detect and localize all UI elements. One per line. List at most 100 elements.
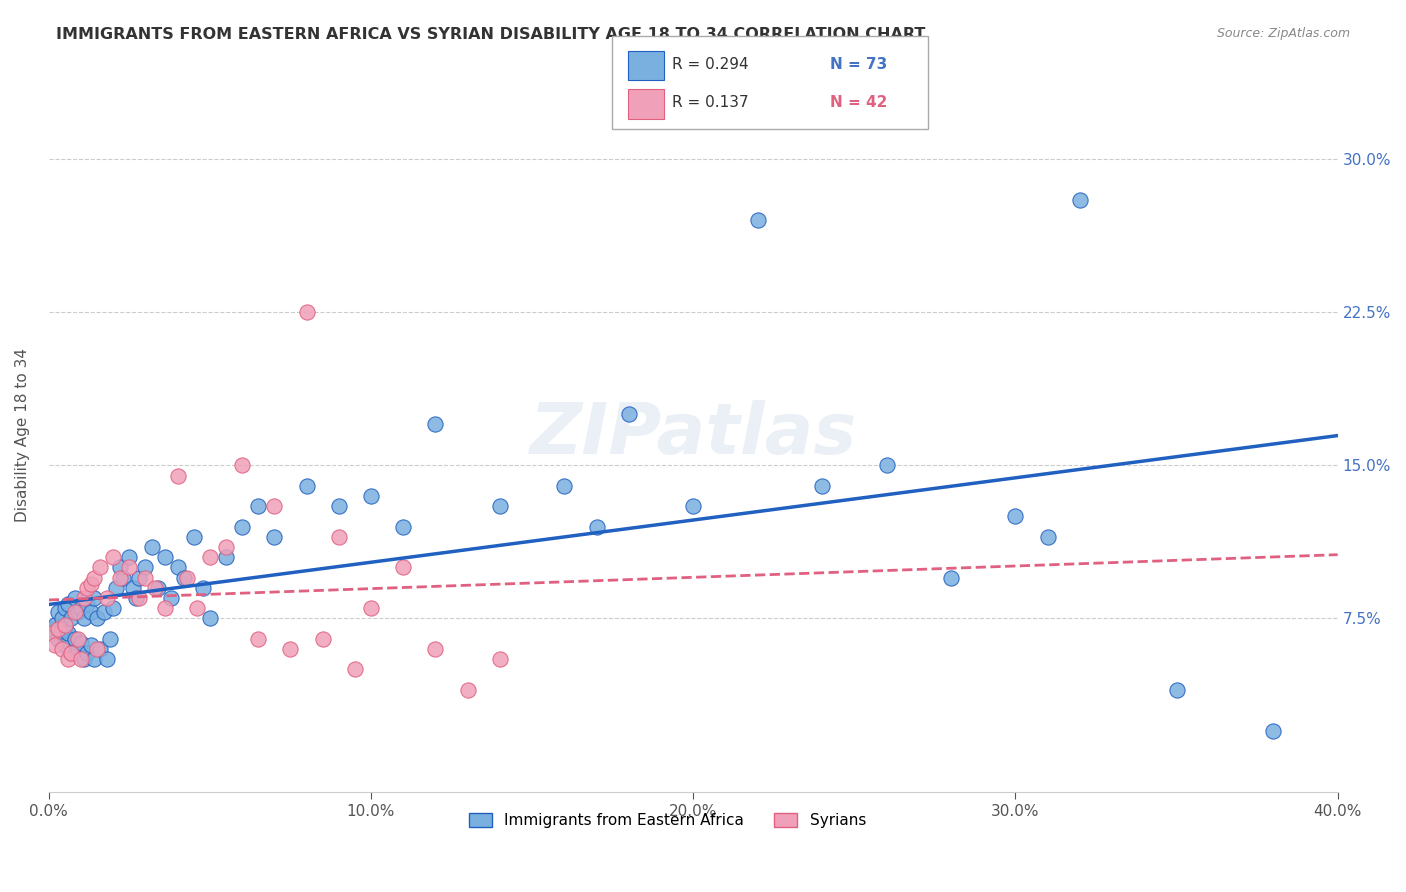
Point	[60, 646, 83, 660]
Point	[166, 560, 188, 574]
Point	[585, 519, 607, 533]
Point	[63, 605, 86, 619]
Point	[176, 571, 198, 585]
Point	[89, 642, 111, 657]
Point	[86, 611, 108, 625]
Point	[148, 581, 170, 595]
Point	[193, 581, 215, 595]
Point	[1036, 530, 1059, 544]
Point	[263, 499, 285, 513]
Legend: Immigrants from Eastern Africa, Syrians: Immigrants from Eastern Africa, Syrians	[463, 807, 872, 834]
Point	[295, 305, 318, 319]
Point	[48, 622, 70, 636]
Point	[70, 601, 93, 615]
Point	[53, 601, 76, 615]
Point	[103, 550, 125, 565]
Point	[143, 581, 166, 595]
Point	[53, 638, 76, 652]
Point	[682, 499, 704, 513]
Point	[48, 632, 70, 646]
Point	[747, 213, 769, 227]
Point	[186, 601, 208, 615]
Point	[125, 591, 148, 605]
Point	[811, 479, 834, 493]
Point	[89, 560, 111, 574]
Point	[70, 652, 93, 666]
Point	[328, 499, 350, 513]
Point	[553, 479, 575, 493]
Point	[76, 646, 98, 660]
Point	[360, 601, 382, 615]
Point	[111, 571, 134, 585]
Point	[76, 597, 98, 611]
Point	[360, 489, 382, 503]
Point	[489, 499, 512, 513]
Point	[66, 642, 89, 657]
Point	[44, 617, 66, 632]
Point	[53, 619, 76, 633]
Point	[60, 611, 83, 625]
Point	[121, 581, 143, 595]
Point	[44, 638, 66, 652]
Text: R = 0.294: R = 0.294	[672, 57, 748, 71]
Point	[231, 458, 253, 473]
Point	[53, 617, 76, 632]
Point	[392, 519, 415, 533]
Point	[86, 642, 108, 657]
Point	[198, 611, 221, 625]
Point	[128, 591, 150, 605]
Point	[83, 571, 105, 585]
Point	[311, 632, 333, 646]
Point	[73, 611, 96, 625]
Text: Source: ZipAtlas.com: Source: ZipAtlas.com	[1216, 27, 1350, 40]
Point	[153, 550, 176, 565]
Point	[328, 530, 350, 544]
Point	[103, 601, 125, 615]
Point	[198, 550, 221, 565]
Point	[83, 591, 105, 605]
Point	[280, 642, 302, 657]
Point	[79, 576, 101, 591]
Point	[118, 550, 141, 565]
Point	[343, 663, 366, 677]
Point	[134, 560, 156, 574]
Point	[93, 605, 115, 619]
Point	[215, 550, 238, 565]
Point	[489, 652, 512, 666]
Text: R = 0.137: R = 0.137	[672, 95, 748, 110]
Point	[295, 479, 318, 493]
Point	[876, 458, 898, 473]
Point	[247, 499, 270, 513]
Point	[1004, 509, 1026, 524]
Point	[56, 597, 79, 611]
Point	[56, 652, 79, 666]
Text: N = 73: N = 73	[830, 57, 887, 71]
Point	[939, 571, 962, 585]
Point	[1263, 723, 1285, 738]
Point	[153, 601, 176, 615]
Point	[41, 625, 63, 640]
Point	[73, 652, 96, 666]
Point	[118, 560, 141, 574]
Point	[215, 540, 238, 554]
Text: IMMIGRANTS FROM EASTERN AFRICA VS SYRIAN DISABILITY AGE 18 TO 34 CORRELATION CHA: IMMIGRANTS FROM EASTERN AFRICA VS SYRIAN…	[56, 27, 925, 42]
Point	[66, 605, 89, 619]
Point	[96, 591, 118, 605]
Point	[98, 632, 121, 646]
Point	[247, 632, 270, 646]
Point	[48, 605, 70, 619]
Point	[79, 638, 101, 652]
Point	[60, 646, 83, 660]
Point	[231, 519, 253, 533]
Point	[141, 540, 163, 554]
Point	[183, 530, 205, 544]
Point	[425, 642, 447, 657]
Point	[51, 642, 73, 657]
Point	[617, 407, 640, 421]
Point	[63, 591, 86, 605]
Point	[457, 682, 479, 697]
Point	[105, 581, 128, 595]
Text: N = 42: N = 42	[830, 95, 887, 110]
Point	[108, 560, 131, 574]
Point	[1166, 682, 1188, 697]
